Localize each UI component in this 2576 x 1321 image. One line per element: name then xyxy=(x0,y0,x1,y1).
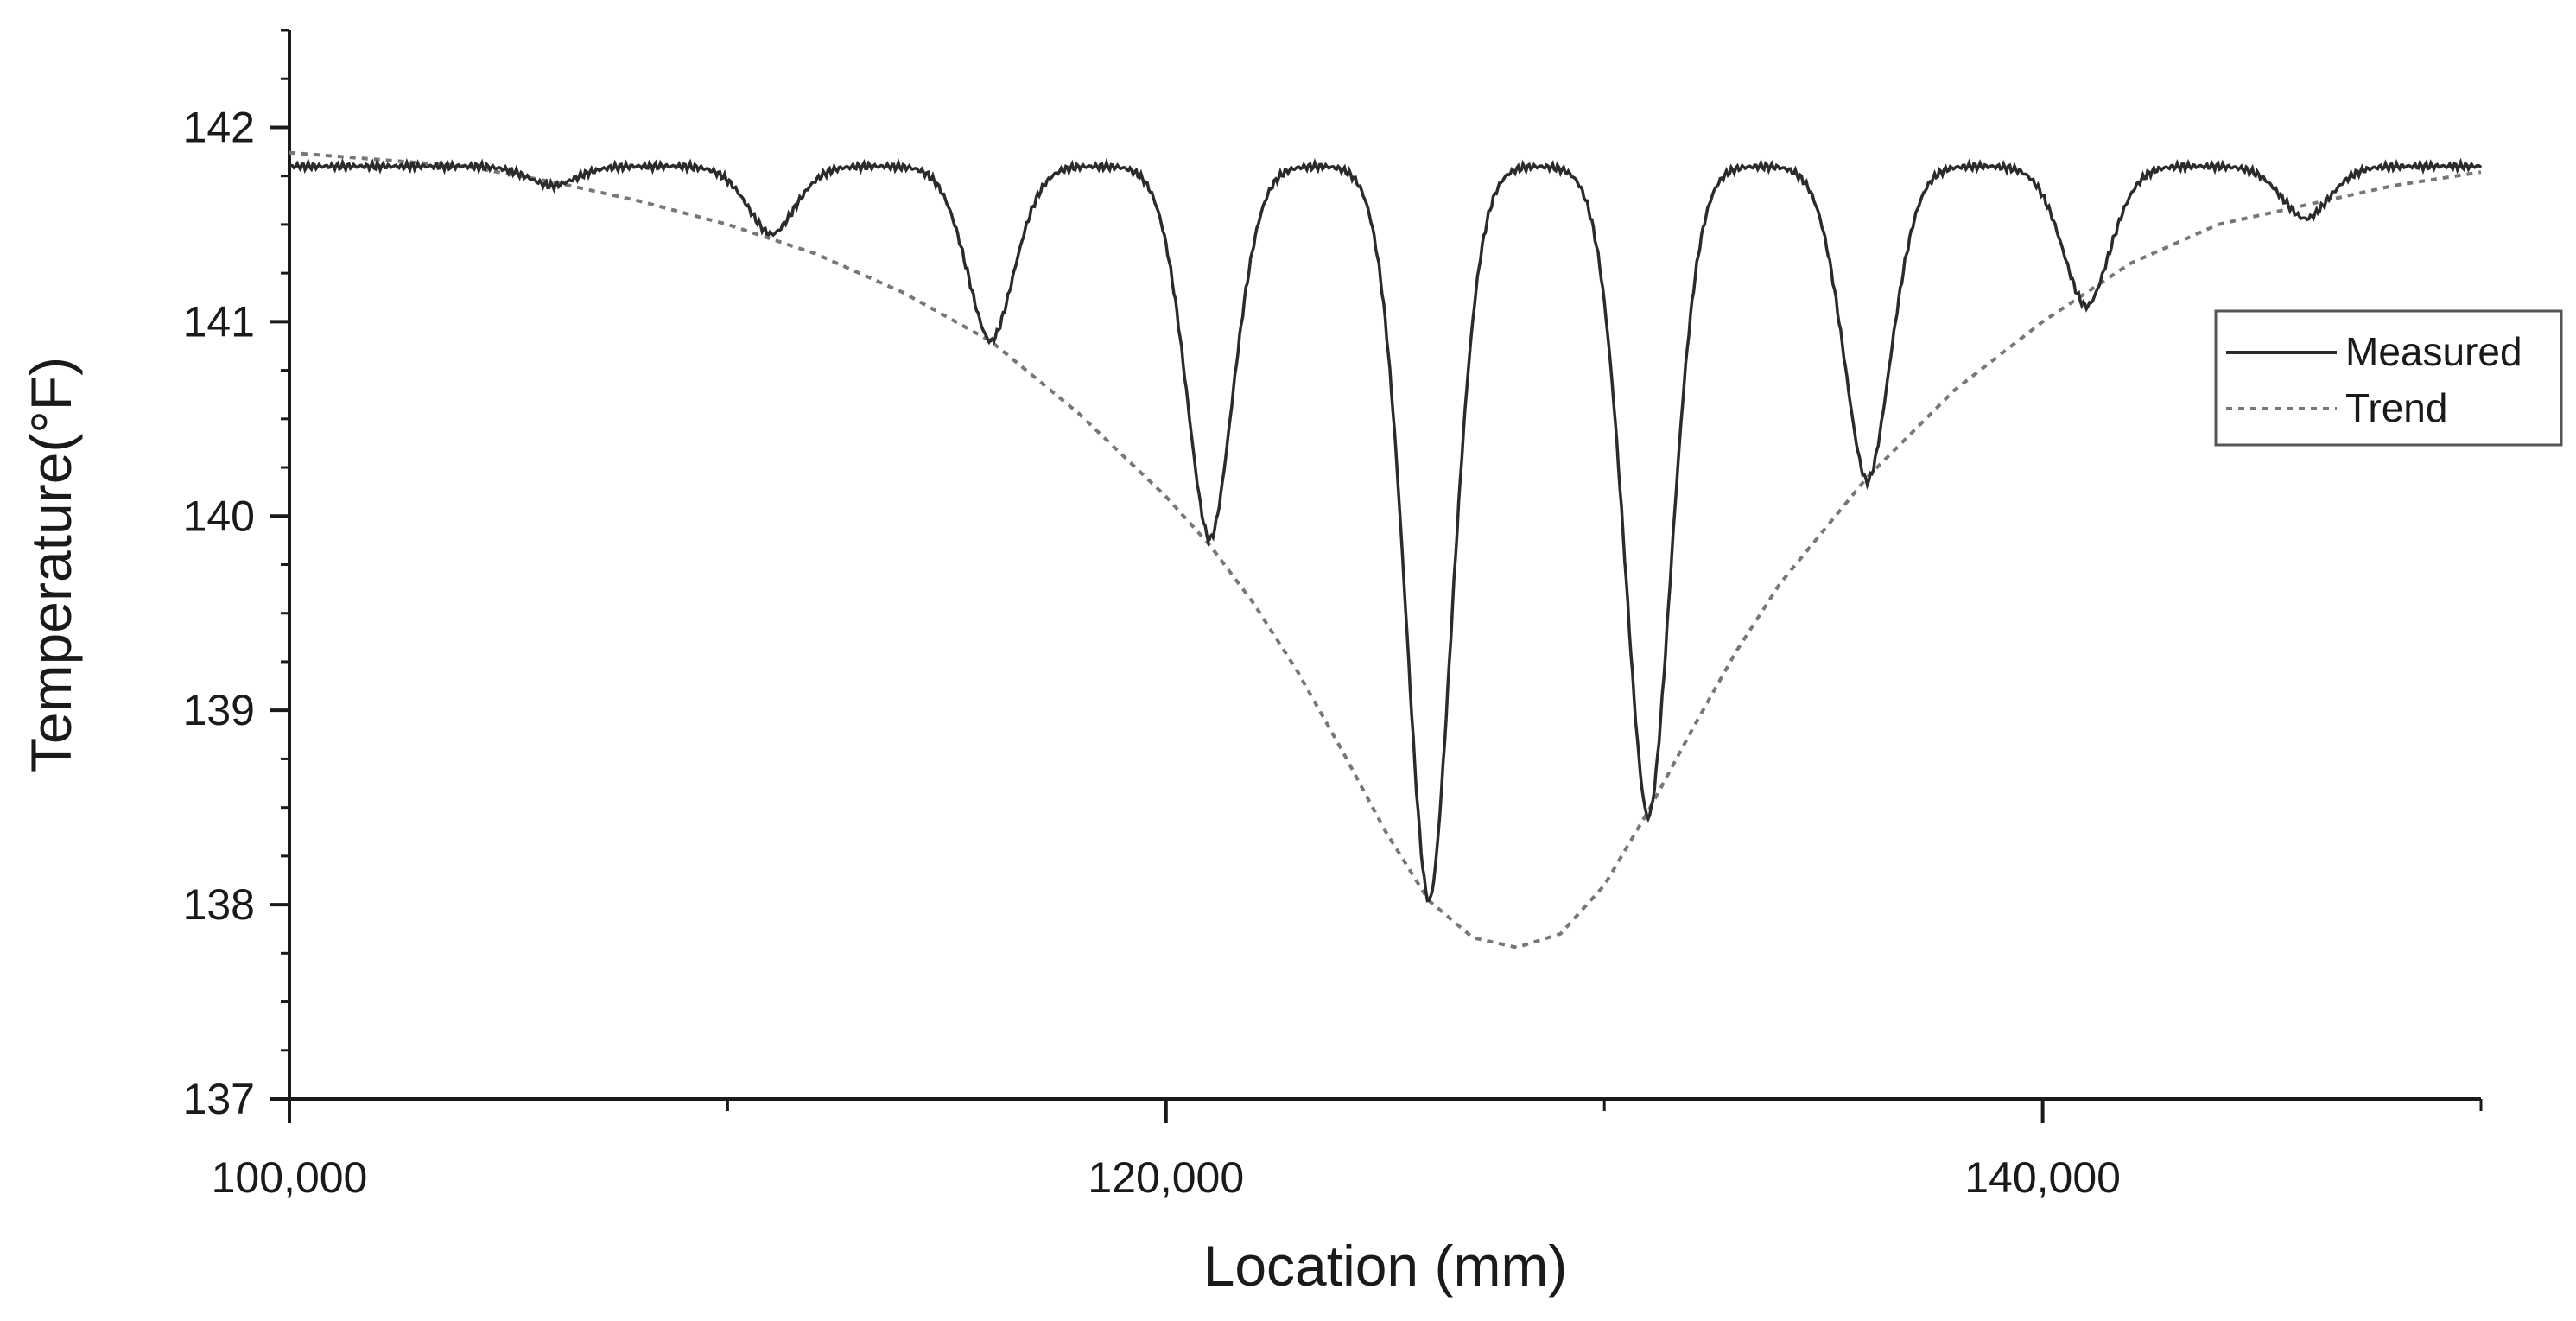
y-tick-label: 137 xyxy=(183,1075,255,1123)
legend-measured-label: Measured xyxy=(2345,329,2522,374)
measured-dip-point xyxy=(2084,304,2088,308)
series-trend-line xyxy=(289,150,2482,949)
measured-dip-point xyxy=(1427,899,1431,903)
x-tick-label: 100,000 xyxy=(212,1153,368,1202)
measured-dip-point xyxy=(770,232,773,236)
y-axis-title: Temperature(°F) xyxy=(19,357,83,772)
y-tick-label: 142 xyxy=(183,103,255,151)
y-tick-label: 139 xyxy=(183,686,255,734)
measured-dip-point xyxy=(989,340,993,343)
y-tick-label: 140 xyxy=(183,492,255,540)
series-measured-line xyxy=(289,157,2483,903)
legend: Measured Trend xyxy=(2214,309,2563,447)
y-tick-label: 138 xyxy=(183,880,255,929)
measured-dip-point xyxy=(550,184,554,187)
measured-dip-point xyxy=(2304,217,2307,220)
measured-dip-point xyxy=(1209,537,1212,541)
y-tick-label: 141 xyxy=(183,297,255,346)
axis-labels: Location (mm) Temperature(°F) xyxy=(19,357,1567,1298)
legend-trend-label: Trend xyxy=(2345,385,2447,430)
series-layer xyxy=(289,150,2483,949)
measured-dip-point xyxy=(1646,816,1650,819)
legend-box xyxy=(2214,309,2563,447)
x-axis-title: Location (mm) xyxy=(1203,1234,1568,1298)
axes-layer: 137 138 139 140 141 142 100,000 120,000 140,000 xyxy=(183,29,2483,1202)
measured-dip-point xyxy=(1866,479,1869,483)
x-tick-label: 140,000 xyxy=(1964,1153,2121,1202)
x-tick-label: 120,000 xyxy=(1088,1153,1244,1202)
